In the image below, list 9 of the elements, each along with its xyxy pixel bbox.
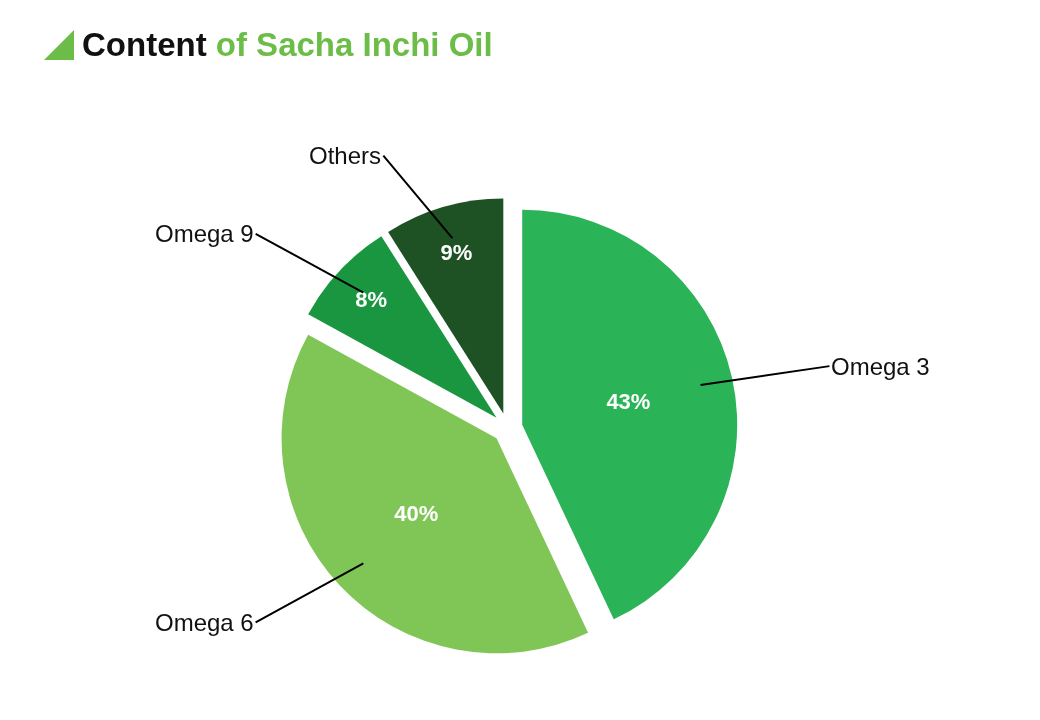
slice-label: Others xyxy=(309,142,382,169)
data-label: 9% xyxy=(440,239,473,265)
slice-label: Omega 6 xyxy=(155,609,254,636)
slice-label: Omega 9 xyxy=(155,220,254,247)
data-label: 43% xyxy=(606,388,651,414)
data-label: 8% xyxy=(355,287,387,313)
data-label: 40% xyxy=(394,501,439,527)
chart-title: Content of Sacha Inchi Oil xyxy=(82,26,493,64)
slice-label: Omega 3 xyxy=(831,353,930,380)
